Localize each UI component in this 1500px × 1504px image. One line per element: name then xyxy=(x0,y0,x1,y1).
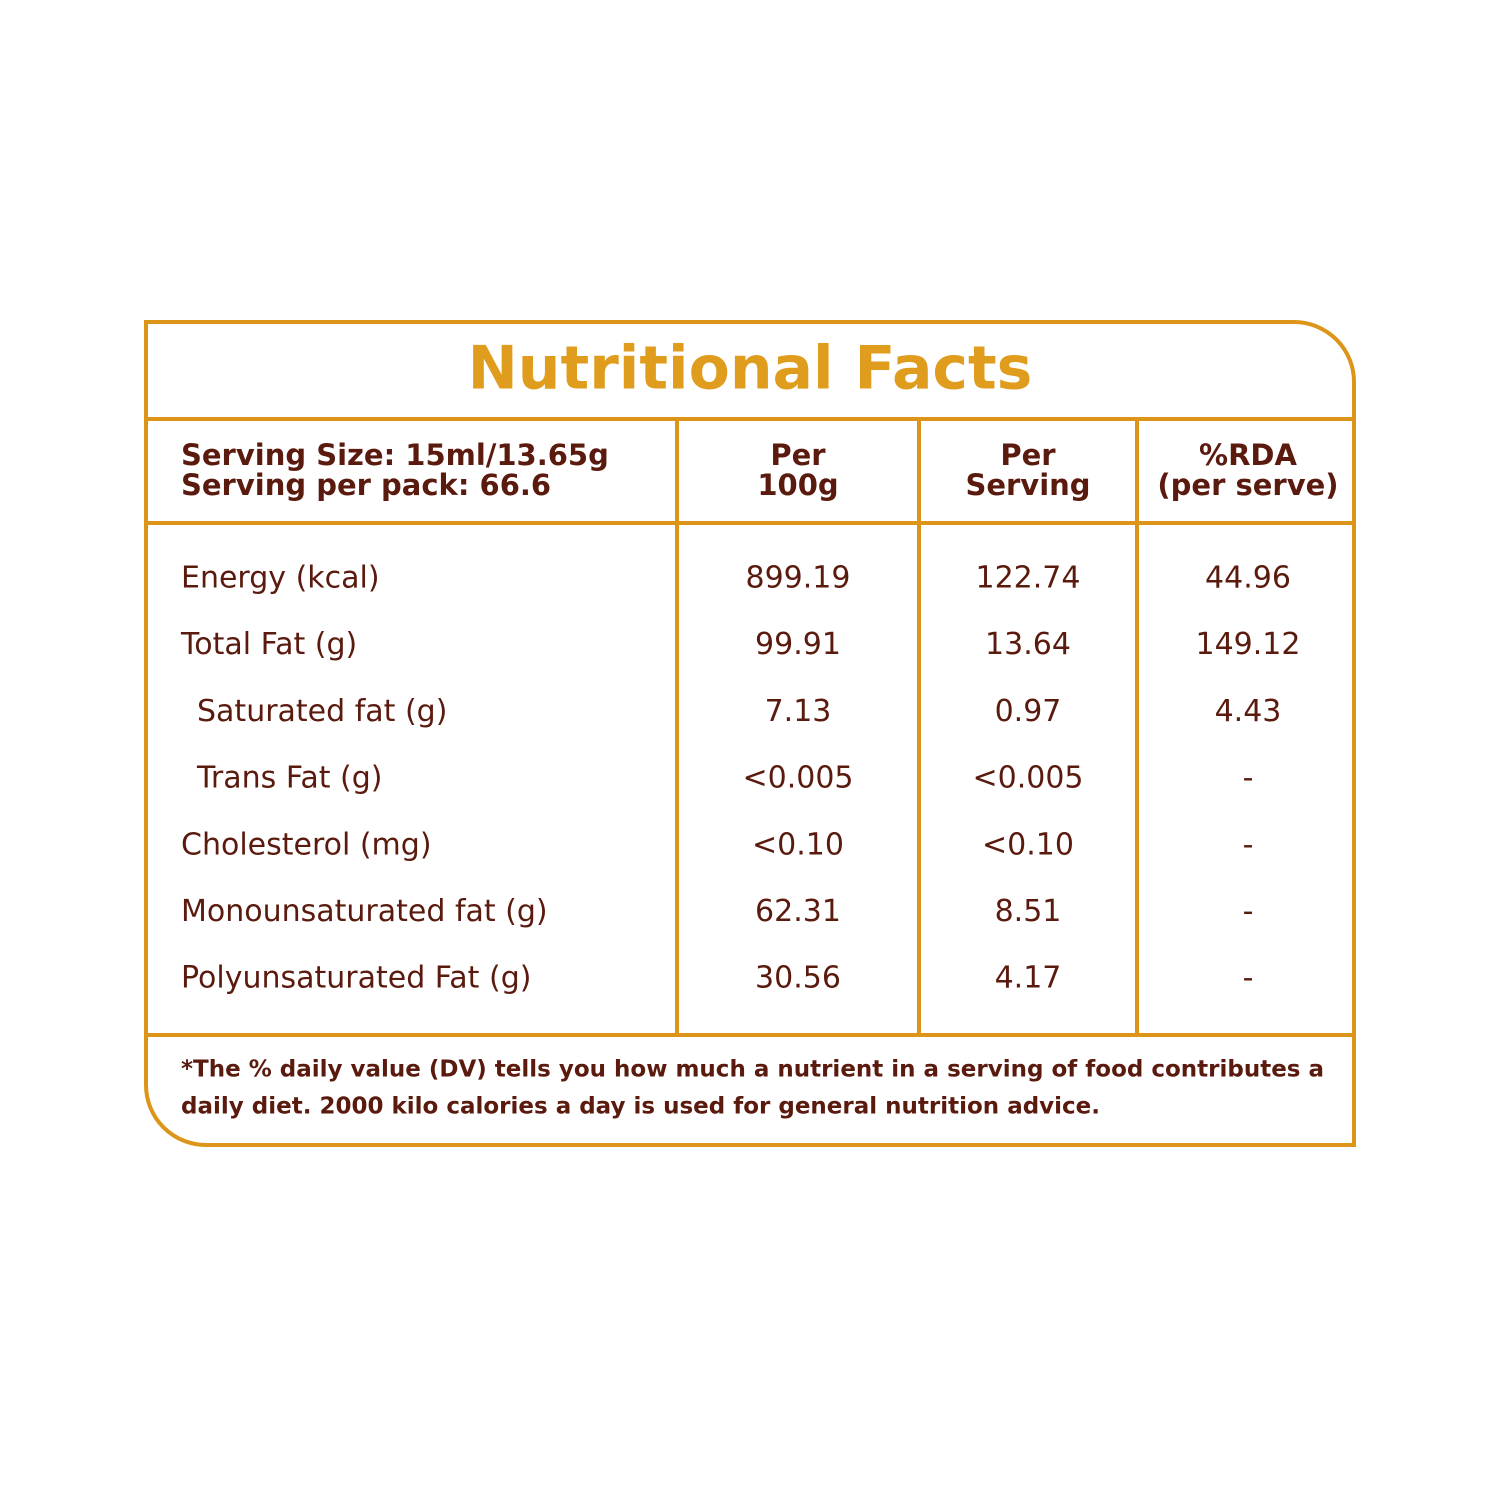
border xyxy=(144,320,1356,1147)
column-header: (per serve) xyxy=(1157,468,1338,502)
cell-value: <0.10 xyxy=(982,827,1074,862)
footnote: *The % daily value (DV) tells you how mu… xyxy=(181,1057,1324,1083)
cell-value: <0.005 xyxy=(972,761,1083,796)
row-label: Energy (kcal) xyxy=(181,561,380,596)
row-label: Saturated fat (g) xyxy=(197,694,447,729)
cell-value: <0.10 xyxy=(752,827,844,862)
cell-value: 4.43 xyxy=(1215,694,1282,729)
column-header: Per xyxy=(770,438,826,472)
cell-value: 4.17 xyxy=(995,961,1062,996)
cell-value: - xyxy=(1243,961,1254,996)
cell-value: 99.91 xyxy=(755,627,841,662)
cell-value: 0.97 xyxy=(995,694,1062,729)
row-label: Polyunsaturated Fat (g) xyxy=(181,961,531,996)
cell-value: - xyxy=(1243,761,1254,796)
row-label: Cholesterol (mg) xyxy=(181,827,432,862)
title: Nutritional Facts xyxy=(468,334,1033,404)
frame xyxy=(144,320,1356,1147)
cell-value: 30.56 xyxy=(755,961,841,996)
column-header: %RDA xyxy=(1199,438,1297,472)
cell-value: <0.005 xyxy=(742,761,853,796)
cell-value: 62.31 xyxy=(755,894,841,929)
cell-value: 899.19 xyxy=(746,561,851,596)
row-label: Monounsaturated fat (g) xyxy=(181,894,548,929)
cell-value: 7.13 xyxy=(765,694,832,729)
column-header: Serving xyxy=(965,468,1090,502)
footnote: daily diet. 2000 kilo calories a day is … xyxy=(181,1094,1100,1120)
row-label: Trans Fat (g) xyxy=(196,761,382,796)
cell-value: - xyxy=(1243,827,1254,862)
serving-info: Serving per pack: 66.6 xyxy=(181,468,551,502)
cell-value: - xyxy=(1243,894,1254,929)
cell-value: 44.96 xyxy=(1205,561,1291,596)
cell-value: 13.64 xyxy=(985,627,1071,662)
column-header: Per xyxy=(1000,438,1056,472)
row-label: Total Fat (g) xyxy=(180,627,357,662)
cell-value: 8.51 xyxy=(995,894,1062,929)
cell-value: 122.74 xyxy=(976,561,1081,596)
cell-value: 149.12 xyxy=(1196,627,1301,662)
serving-info: Serving Size: 15ml/13.65g xyxy=(181,438,609,472)
column-header: 100g xyxy=(757,468,838,502)
